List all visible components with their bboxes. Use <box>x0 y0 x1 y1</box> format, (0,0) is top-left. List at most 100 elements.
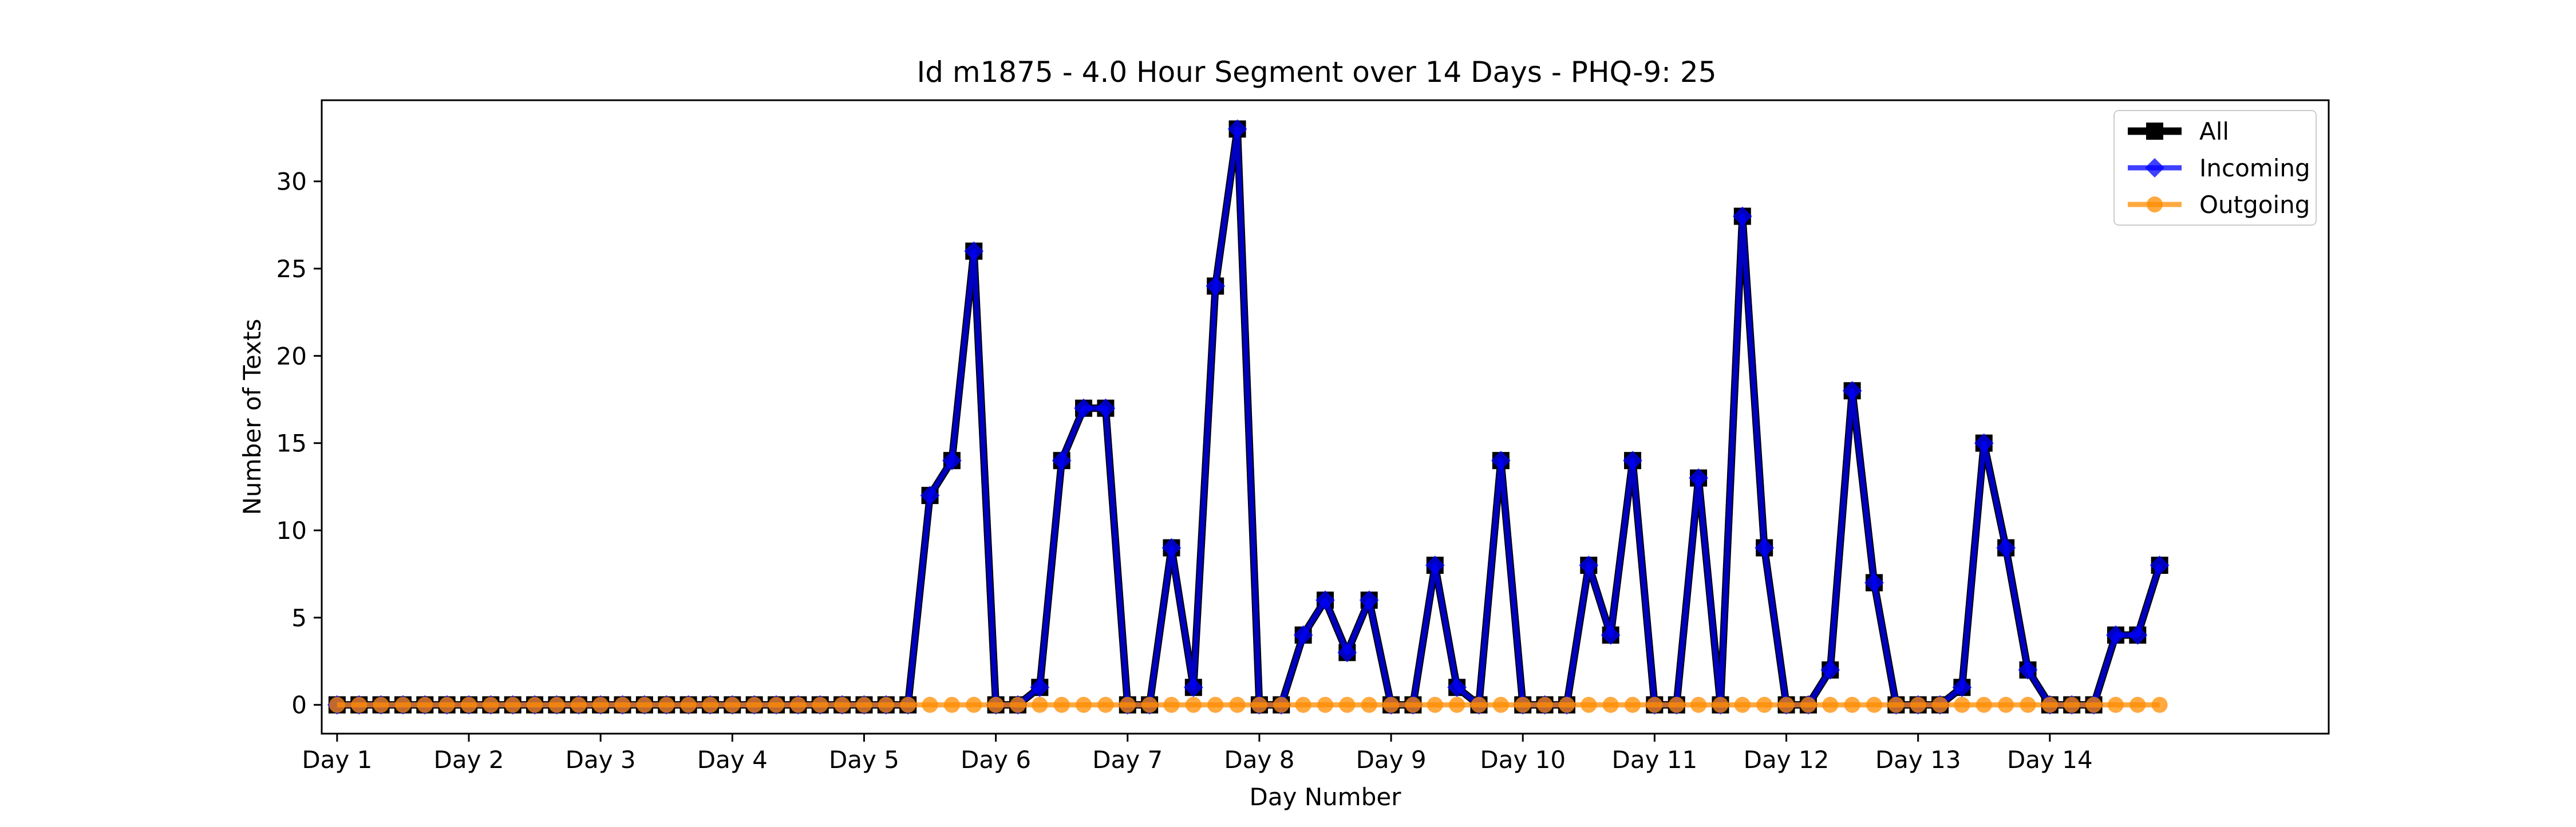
outgoing-point <box>1141 696 1158 713</box>
legend-box <box>2113 110 2317 226</box>
legend-label-outgoing: Outgoing <box>2199 191 2310 219</box>
outgoing-point <box>1449 696 1465 713</box>
outgoing-point <box>1339 696 1356 713</box>
outgoing-point <box>1119 696 1136 713</box>
x-tick-label: Day 8 <box>1224 746 1294 774</box>
outgoing-point <box>1076 696 1092 713</box>
legend-outgoing-point <box>2147 196 2163 212</box>
incoming-point <box>1579 555 1599 575</box>
outgoing-point <box>2107 696 2124 713</box>
outgoing-point <box>1053 696 1070 713</box>
incoming-point <box>1315 590 1335 610</box>
outgoing-point <box>1866 696 1882 713</box>
outgoing-point <box>1778 696 1795 713</box>
outgoing-point <box>1712 696 1729 713</box>
incoming-point <box>1447 678 1467 698</box>
incoming-point <box>2128 625 2148 645</box>
outgoing-point <box>1822 696 1839 713</box>
outgoing-point <box>438 696 455 713</box>
outgoing-point <box>2085 696 2102 713</box>
y-tick-label: 30 <box>276 168 307 196</box>
outgoing-point <box>658 696 675 713</box>
outgoing-point <box>461 696 477 713</box>
incoming-point <box>1161 538 1182 558</box>
outgoing-point <box>1646 696 1663 713</box>
outgoing-point <box>878 696 894 713</box>
x-tick-label: Day 7 <box>1092 746 1163 774</box>
series-outgoing <box>329 696 2168 713</box>
incoming-point <box>1425 555 1445 575</box>
outgoing-point <box>504 696 521 713</box>
outgoing-point <box>329 696 345 713</box>
x-tick-label: Day 5 <box>829 746 899 774</box>
legend-entry-outgoing: Outgoing <box>2128 191 2310 219</box>
x-tick-label: Day 9 <box>1356 746 1427 774</box>
plot-area <box>321 99 2330 735</box>
outgoing-point <box>1558 696 1575 713</box>
outgoing-point <box>1383 696 1400 713</box>
outgoing-point <box>1471 696 1487 713</box>
outgoing-point <box>1515 696 1531 713</box>
incoming-point <box>1689 468 1709 488</box>
x-tick-label: Day 10 <box>1480 746 1566 774</box>
legend-all-point <box>2146 123 2163 140</box>
outgoing-point <box>2020 696 2036 713</box>
outgoing-point <box>1954 696 1970 713</box>
x-tick-label: Day 4 <box>697 746 768 774</box>
incoming-point <box>1601 625 1621 645</box>
y-tick-label: 10 <box>276 517 307 545</box>
incoming-point <box>2018 660 2038 680</box>
incoming-point <box>1096 398 1116 418</box>
outgoing-point <box>1185 696 1202 713</box>
x-tick-label: Day 12 <box>1744 746 1830 774</box>
outgoing-point <box>1163 696 1180 713</box>
outgoing-point <box>1361 696 1377 713</box>
outgoing-point <box>966 696 982 713</box>
y-axis: 0 5 10 15 20 25 30 <box>276 168 322 719</box>
incoming-point <box>1206 276 1226 296</box>
outgoing-point <box>724 696 741 713</box>
y-tick-label: 20 <box>276 342 307 370</box>
incoming-point <box>964 241 984 261</box>
outgoing-point <box>2041 696 2058 713</box>
x-axis: Day 1 Day 2 Day 3 Day 4 Day 5 Day 6 Day 7 Day 8… <box>302 734 2093 774</box>
incoming-point <box>1293 625 1313 645</box>
outgoing-point <box>856 696 872 713</box>
incoming-point <box>1227 119 1247 139</box>
x-tick-label: Day 6 <box>961 746 1031 774</box>
outgoing-point <box>1317 696 1333 713</box>
outgoing-point <box>1800 696 1816 713</box>
outgoing-point <box>1976 696 1992 713</box>
outgoing-point <box>2151 696 2168 713</box>
legend: All Incoming Outgoing <box>2113 110 2317 226</box>
outgoing-point <box>1734 696 1751 713</box>
x-tick-label: Day 1 <box>302 746 372 774</box>
x-tick-label: Day 2 <box>433 746 504 774</box>
incoming-point <box>1337 643 1357 663</box>
outgoing-point <box>570 696 587 713</box>
outgoing-point <box>1207 696 1224 713</box>
outgoing-point <box>548 696 565 713</box>
outgoing-point <box>1251 696 1267 713</box>
outgoing-point <box>746 696 762 713</box>
outgoing-point <box>1273 696 1290 713</box>
incoming-point <box>1074 398 1094 418</box>
incoming-point <box>1864 573 1884 593</box>
legend-entry-all: All <box>2128 117 2229 145</box>
incoming-point <box>1030 678 1050 698</box>
incoming-point <box>1974 433 1994 453</box>
chart-title: Id m1875 - 4.0 Hour Segment over 14 Days… <box>916 56 1716 89</box>
outgoing-point <box>373 696 389 713</box>
y-tick-label: 15 <box>276 430 307 458</box>
incoming-point <box>1755 538 1775 558</box>
outgoing-point <box>351 696 368 713</box>
outgoing-point <box>1295 696 1311 713</box>
incoming-point <box>2150 555 2170 575</box>
outgoing-point <box>943 696 960 713</box>
incoming-point <box>920 486 940 506</box>
incoming-point <box>1491 451 1511 471</box>
incoming-point <box>1842 381 1862 401</box>
outgoing-point <box>1844 696 1860 713</box>
